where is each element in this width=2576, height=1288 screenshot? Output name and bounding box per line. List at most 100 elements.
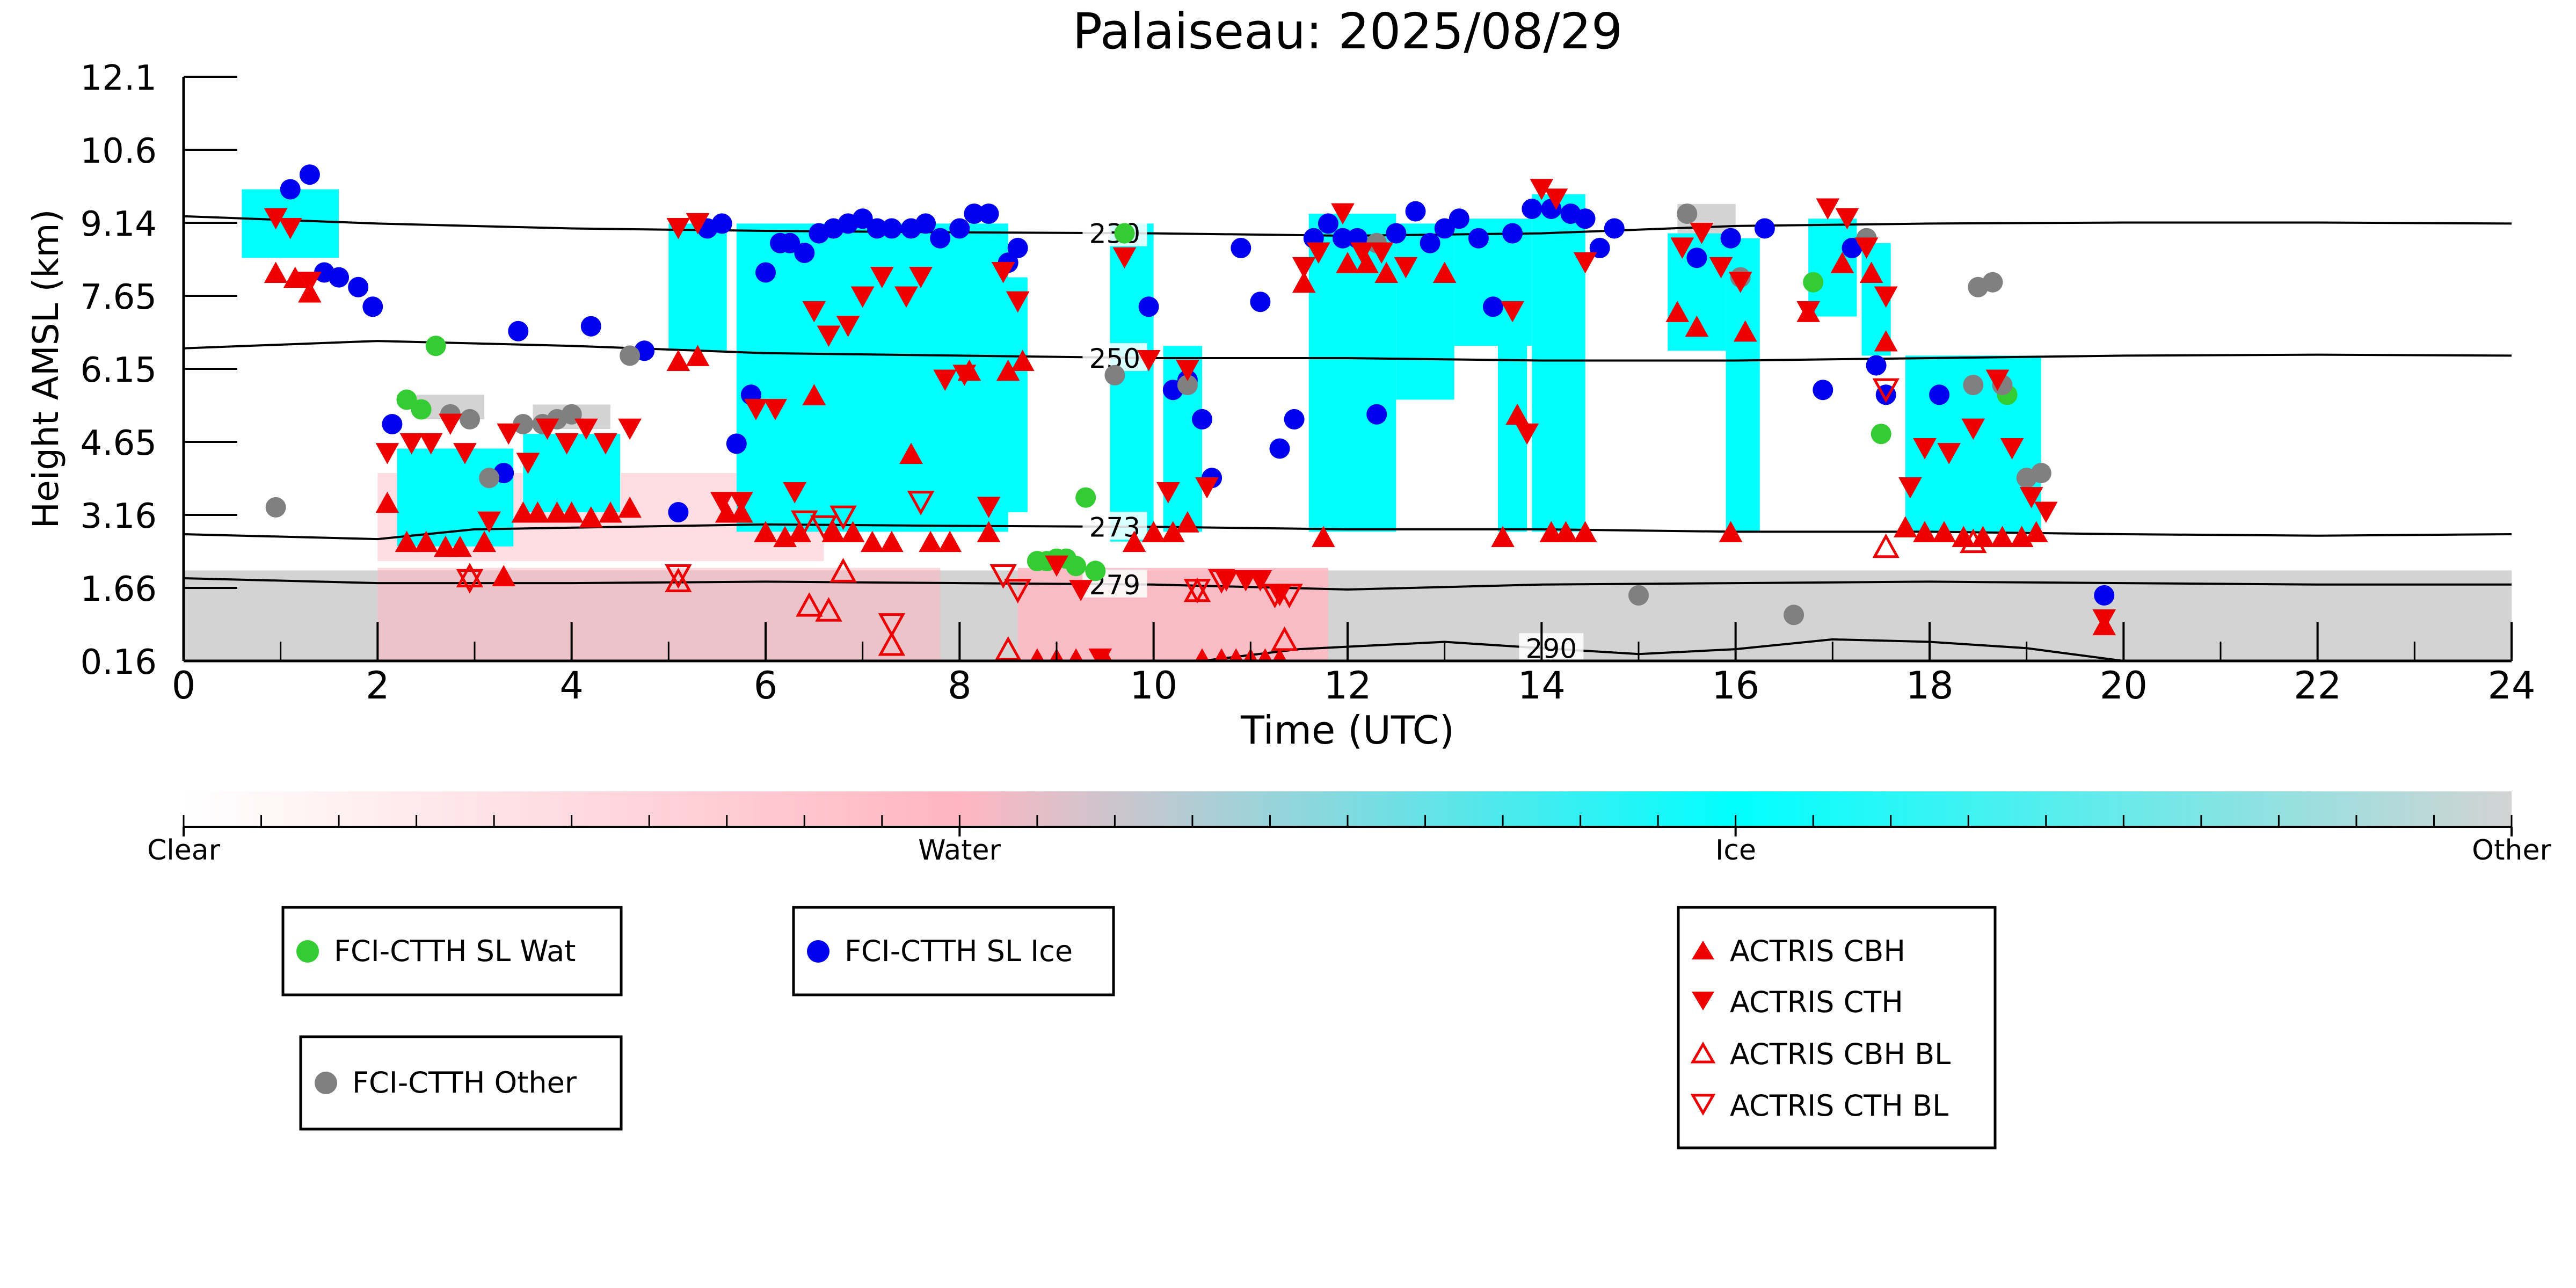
- marker-actris-cth: [1573, 252, 1597, 274]
- marker-actris-cth-bl: [456, 569, 484, 594]
- background-cell-ice: [1532, 194, 1585, 532]
- marker-fci-ctth-other: [513, 414, 534, 434]
- marker-fci-ctth-sl-ice: [1813, 380, 1833, 401]
- marker-fci-ctth-sl-ice: [881, 218, 902, 239]
- marker-actris-cth: [1176, 360, 1199, 381]
- chart-title: Palaiseau: 2025/08/29: [1073, 3, 1623, 60]
- marker-fci-ctth-sl-ice: [794, 243, 815, 263]
- marker-actris-cth: [729, 492, 753, 513]
- marker-actris-cbh-bl: [665, 567, 692, 593]
- marker-actris-cbh: [433, 535, 457, 557]
- y-tick-label: 4.65: [81, 424, 157, 463]
- marker-actris-cth: [1069, 580, 1093, 601]
- marker-fci-ctth-sl-ice: [329, 267, 350, 288]
- marker-actris-cbh: [1258, 648, 1272, 661]
- marker-actris-cbh-bl: [815, 597, 842, 622]
- marker-actris-cbh: [1272, 648, 1287, 661]
- marker-actris-cbh: [1122, 530, 1146, 552]
- marker-fci-ctth-other: [2031, 463, 2051, 484]
- marker-fci-ctth-sl-ice: [1449, 208, 1469, 229]
- marker-actris-cbh: [395, 530, 419, 552]
- marker-actris-cth-bl: [878, 613, 906, 638]
- marker-actris-cbh-bl: [1271, 626, 1298, 651]
- marker-actris-cth: [1835, 208, 1859, 230]
- marker-actris-cbh: [1665, 301, 1690, 322]
- legend-box-actris: [1677, 906, 1997, 1149]
- marker-actris-cth: [1874, 286, 1898, 308]
- marker-actris-cbh: [1990, 526, 2014, 548]
- colorbar-label-water: Water: [918, 834, 1001, 867]
- marker-actris-cth: [535, 418, 559, 440]
- marker-actris-cbh: [1141, 521, 1166, 542]
- marker-actris-cbh: [715, 501, 739, 523]
- y-tick-label: 1.66: [81, 570, 157, 609]
- y-tick-label: 12.1: [81, 59, 157, 98]
- legend-marker-wat: [296, 940, 319, 963]
- background-cell-ice: [1396, 223, 1454, 400]
- marker-fci-ctth-sl-ice: [1468, 228, 1489, 249]
- marker-actris-cth: [1501, 301, 1524, 323]
- marker-fci-ctth-other: [479, 468, 500, 489]
- legend-fci-other: FCI-CTTH Other: [299, 1035, 623, 1131]
- marker-fci-ctth-sl-ice: [2094, 585, 2115, 606]
- marker-actris-cbh: [526, 501, 550, 523]
- marker-fci-ctth-sl-ice: [1405, 201, 1426, 222]
- marker-actris-cbh: [899, 442, 923, 464]
- marker-actris-cth: [1544, 188, 1568, 210]
- background-cell-ice: [1498, 248, 1527, 532]
- marker-fci-ctth-sl-ice: [915, 213, 936, 234]
- marker-actris-cth: [1690, 223, 1714, 244]
- marker-actris-cth: [1796, 301, 1821, 323]
- marker-actris-cth: [453, 443, 477, 464]
- marker-fci-ctth-sl-ice: [964, 203, 985, 224]
- legend-label-other: FCI-CTTH Other: [352, 1066, 577, 1100]
- marker-fci-ctth-sl-wat: [396, 389, 417, 410]
- marker-actris-cbh: [1874, 330, 1898, 352]
- marker-actris-cbh: [545, 501, 569, 523]
- marker-fci-ctth-sl-ice: [852, 208, 873, 229]
- legend-label-cth: ACTRIS CTH: [1730, 985, 1903, 1019]
- marker-actris-cbh: [492, 565, 516, 586]
- marker-actris-cth: [1670, 237, 1694, 259]
- marker-fci-ctth-sl-ice: [668, 502, 689, 522]
- cloud-classification-background: [184, 189, 2512, 661]
- marker-actris-cth: [438, 413, 462, 435]
- marker-fci-ctth-sl-ice: [1720, 228, 1741, 249]
- marker-fci-ctth-sl-wat: [411, 399, 432, 420]
- marker-actris-cth: [836, 316, 860, 337]
- marker-actris-cth: [894, 286, 918, 308]
- x-ticks: 0 2 4 6 8 10 12 14 16 18 20 22 24: [172, 622, 2536, 708]
- marker-actris-cbh: [880, 530, 904, 552]
- colorbar-label-clear: Clear: [147, 834, 221, 867]
- marker-fci-ctth-sl-ice: [348, 276, 369, 297]
- marker-fci-ctth-sl-ice: [382, 414, 403, 434]
- marker-actris-cth: [1961, 418, 1985, 440]
- legend-box-ice: [792, 906, 1115, 996]
- marker-actris-cth: [1394, 257, 1418, 279]
- marker-actris-cth-bl: [1261, 584, 1289, 609]
- marker-actris-cbh: [1491, 526, 1515, 548]
- marker-actris-cth: [1515, 423, 1539, 445]
- marker-fci-ctth-sl-ice: [299, 164, 320, 185]
- marker-actris-cbh: [841, 521, 865, 542]
- legend-fci-ice: FCI-CTTH SL Ice: [792, 906, 1115, 996]
- marker-actris-cbh: [2024, 521, 2048, 542]
- marker-actris-cbh: [1176, 511, 1199, 533]
- marker-fci-ctth-sl-ice: [1866, 355, 1887, 376]
- marker-fci-ctth-sl-ice: [780, 232, 801, 253]
- background-cell-ice: [397, 448, 514, 547]
- marker-fci-ctth-sl-ice: [1192, 409, 1212, 430]
- marker-fci-ctth-sl-ice: [1138, 296, 1159, 317]
- marker-fci-ctth-other: [1677, 203, 1698, 224]
- marker-actris-cth: [763, 399, 787, 420]
- marker-actris-cth: [870, 267, 894, 288]
- legend-marker-cbh-bl: [1690, 1041, 1716, 1064]
- y-axis-label: Height AMSL (km): [25, 209, 67, 529]
- marker-actris-cbh: [1893, 516, 1917, 537]
- marker-fci-ctth-sl-wat: [1803, 272, 1824, 293]
- marker-fci-ctth-other: [265, 497, 286, 518]
- marker-actris-cth: [375, 443, 399, 464]
- contour-label-bg: [1519, 633, 1584, 661]
- marker-fci-ctth-sl-wat: [1871, 424, 1891, 445]
